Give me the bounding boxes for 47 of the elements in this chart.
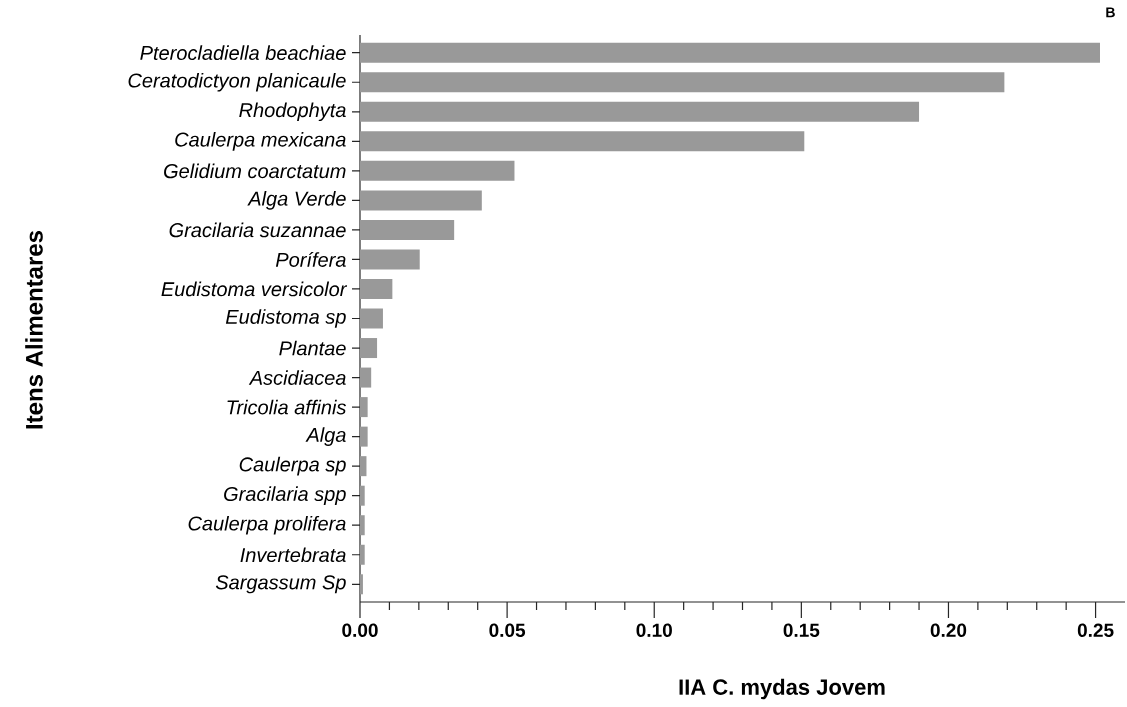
y-tick-label: Gracilaria suzannae bbox=[169, 222, 346, 238]
y-tick-label: Caulerpa mexicana bbox=[175, 131, 346, 151]
bar bbox=[360, 219, 455, 240]
text: B bbox=[1106, 7, 1115, 18]
y-tick-label: Eudistoma sp bbox=[225, 309, 346, 328]
y-tick-label: Caulerpa sp bbox=[239, 456, 346, 476]
y-tick-label: Eudistoma versicolor bbox=[161, 281, 348, 297]
y-tick-label: Ascidiacea bbox=[248, 370, 346, 385]
y-tick-label: Alga Verde bbox=[247, 191, 346, 210]
bar bbox=[360, 456, 367, 477]
bar bbox=[360, 42, 1100, 63]
x-tick-label: 0.15 bbox=[783, 623, 820, 637]
bar bbox=[360, 367, 372, 388]
y-tick-label: Ceratodictyon planicaule bbox=[128, 72, 346, 92]
y-tick-label: Invertebrata bbox=[240, 547, 346, 563]
x-tick-label: 0.10 bbox=[636, 623, 672, 637]
y-tick-label: Gelidium coarctatum bbox=[164, 163, 346, 179]
x-tick-label: 0.05 bbox=[489, 623, 526, 637]
y-tick-label: Plantae bbox=[279, 340, 346, 356]
bar bbox=[360, 160, 515, 181]
y-tick-label: Caulerpa prolifera bbox=[188, 515, 346, 535]
bar bbox=[360, 190, 482, 211]
bar bbox=[360, 515, 365, 536]
x-tick-label: 0.00 bbox=[342, 623, 378, 637]
y-tick-label: Sargassum Sp bbox=[215, 575, 346, 594]
bar bbox=[360, 485, 365, 506]
y-tick-label: Gracilaria spp bbox=[224, 486, 346, 506]
bar bbox=[360, 544, 365, 565]
bar bbox=[360, 397, 368, 418]
y-tick-label: Alga bbox=[305, 427, 346, 446]
bar bbox=[360, 426, 368, 447]
bar bbox=[360, 131, 805, 152]
y-tick-label: Porífera bbox=[275, 251, 346, 267]
y-tick-label: Tricolia affinis bbox=[227, 399, 347, 415]
x-tick-label: 0.20 bbox=[930, 623, 967, 637]
bar bbox=[360, 574, 363, 595]
bar bbox=[360, 338, 378, 359]
x-axis-title: IIA C. mydas Jovem bbox=[679, 678, 885, 700]
bar bbox=[360, 249, 420, 270]
x-tick-label: 0.25 bbox=[1077, 623, 1114, 637]
y-tick-label: Pterocladiella beachiae bbox=[140, 45, 346, 61]
bar bbox=[360, 278, 393, 299]
bar bbox=[360, 308, 383, 329]
y-tick-label: Rhodophyta bbox=[239, 102, 346, 122]
bar bbox=[360, 101, 920, 122]
y-axis-title: Itens Alimentares bbox=[25, 230, 43, 429]
bar bbox=[360, 72, 1005, 93]
